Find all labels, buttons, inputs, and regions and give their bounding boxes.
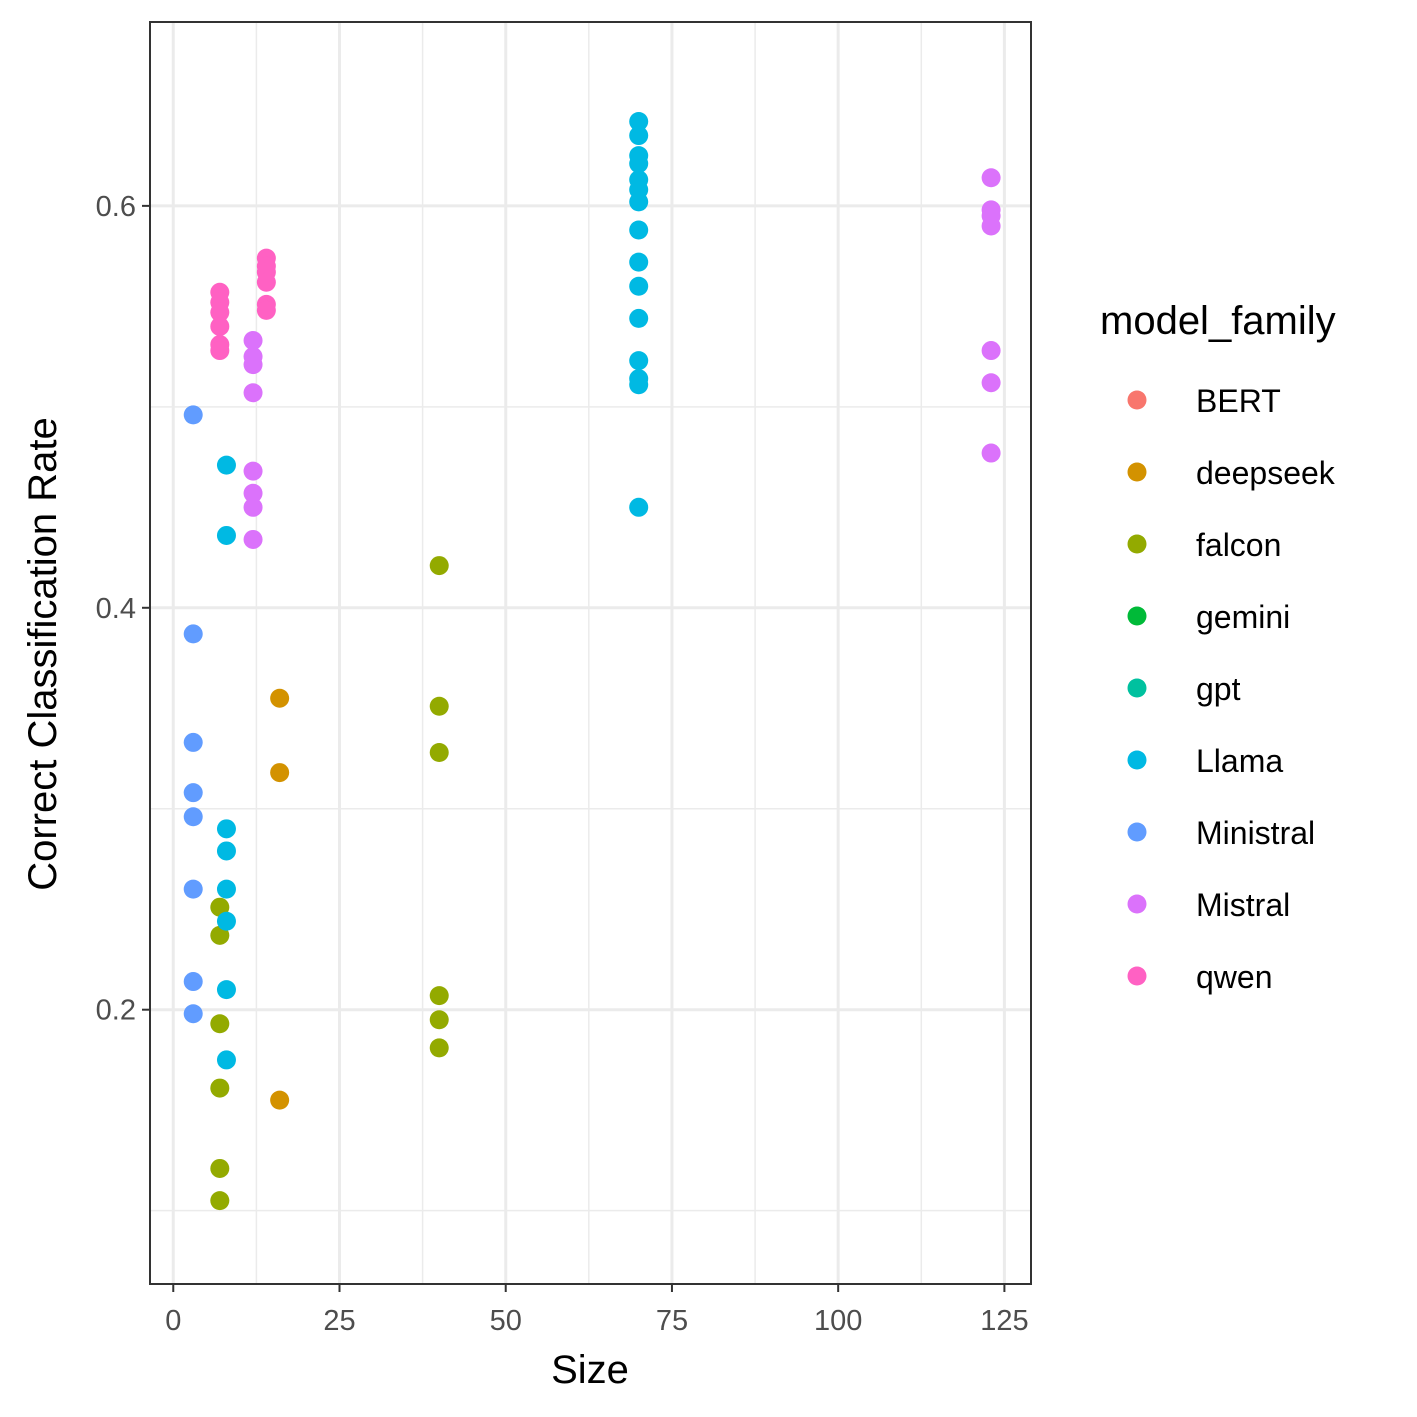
grid-major: [150, 22, 1031, 1284]
data-point-mistral: [243, 529, 263, 549]
data-point-mistral: [981, 168, 1001, 188]
data-point-ministral: [183, 879, 203, 899]
data-point-mistral: [243, 461, 263, 481]
legend-key-qwen: [1127, 966, 1147, 986]
data-point-ministral: [183, 405, 203, 425]
data-point-ministral: [183, 783, 203, 803]
legend-label-gemini: gemini: [1196, 599, 1290, 635]
data-point-falcon: [210, 1158, 230, 1178]
legend-key-llama: [1127, 750, 1147, 770]
data-point-llama: [216, 455, 236, 475]
data-point-llama: [629, 308, 649, 328]
y-axis-ticks: 0.2 0.4 0.6: [96, 191, 150, 1027]
data-point-llama: [629, 220, 649, 240]
data-point-ministral: [183, 972, 203, 992]
legend-label-qwen: qwen: [1196, 959, 1273, 995]
legend-label-gpt: gpt: [1196, 671, 1241, 707]
data-point-falcon: [429, 556, 449, 576]
grid-minor: [150, 22, 1031, 1284]
data-point-mistral: [981, 443, 1001, 463]
legend-key-gemini: [1127, 606, 1147, 626]
legend-label-bert: BERT: [1196, 383, 1281, 419]
y-tick-label: 0.4: [96, 593, 136, 625]
data-point-llama: [629, 351, 649, 371]
legend-key-falcon: [1127, 534, 1147, 554]
data-point-ministral: [183, 732, 203, 752]
x-tick-label: 100: [814, 1305, 862, 1337]
data-point-ministral: [183, 807, 203, 827]
data-point-falcon: [429, 696, 449, 716]
data-point-llama: [629, 154, 649, 174]
legend-label-mistral: Mistral: [1196, 887, 1290, 923]
data-point-qwen: [256, 272, 276, 292]
legend-label-deepseek: deepseek: [1196, 455, 1336, 491]
legend-key-ministral: [1127, 822, 1147, 842]
data-point-qwen: [256, 300, 276, 320]
data-point-llama: [216, 980, 236, 1000]
y-tick-label: 0.6: [96, 191, 136, 223]
data-point-falcon: [210, 1014, 230, 1034]
data-point-llama: [216, 841, 236, 861]
data-point-qwen: [210, 341, 230, 361]
data-point-mistral: [243, 483, 263, 503]
legend-label-llama: Llama: [1196, 743, 1283, 779]
data-point-ministral: [183, 624, 203, 644]
data-point-falcon: [429, 1038, 449, 1058]
x-axis-title: Size: [551, 1348, 629, 1392]
legend-entries: BERT deepseek falcon gemini gpt Llama Ministra…: [1127, 383, 1336, 995]
data-point-llama: [629, 252, 649, 272]
data-point-llama: [216, 879, 236, 899]
x-tick-label: 50: [490, 1305, 522, 1337]
data-point-llama: [216, 525, 236, 545]
data-point-mistral: [243, 355, 263, 375]
data-point-qwen: [210, 316, 230, 336]
data-point-mistral: [981, 216, 1001, 236]
legend-key-deepseek: [1127, 462, 1147, 482]
data-points: [183, 111, 1001, 1211]
x-tick-label: 0: [165, 1305, 181, 1337]
data-point-mistral: [243, 383, 263, 403]
data-point-mistral: [243, 497, 263, 517]
data-point-llama: [216, 911, 236, 931]
data-point-llama: [629, 497, 649, 517]
data-point-deepseek: [270, 688, 290, 708]
data-point-falcon: [210, 1191, 230, 1211]
legend-key-mistral: [1127, 894, 1147, 914]
data-point-llama: [629, 126, 649, 146]
legend-key-bert: [1127, 390, 1147, 410]
data-point-llama: [629, 375, 649, 395]
legend-label-falcon: falcon: [1196, 527, 1281, 563]
data-point-mistral: [243, 331, 263, 351]
data-point-falcon: [210, 925, 230, 945]
data-point-falcon: [210, 897, 230, 917]
data-point-qwen: [210, 302, 230, 322]
legend-title: model_family: [1100, 299, 1336, 343]
data-point-llama: [216, 1050, 236, 1070]
legend-label-ministral: Ministral: [1196, 815, 1315, 851]
data-point-mistral: [981, 373, 1001, 393]
data-point-llama: [629, 111, 649, 131]
data-point-deepseek: [270, 1090, 290, 1110]
data-point-falcon: [210, 1078, 230, 1098]
data-point-ministral: [183, 1004, 203, 1024]
data-point-falcon: [429, 742, 449, 762]
y-tick-label: 0.2: [96, 995, 136, 1027]
data-point-falcon: [429, 1010, 449, 1030]
x-tick-label: 75: [656, 1305, 688, 1337]
x-tick-label: 25: [323, 1305, 355, 1337]
x-axis-ticks: 0 25 50 75 100 125: [165, 1284, 1029, 1337]
data-point-deepseek: [270, 763, 290, 783]
data-point-mistral: [981, 341, 1001, 361]
data-point-falcon: [429, 986, 449, 1006]
data-point-llama: [216, 819, 236, 839]
data-point-llama: [629, 192, 649, 212]
panel-border: [149, 21, 1032, 1285]
data-point-llama: [629, 276, 649, 296]
legend-key-gpt: [1127, 678, 1147, 698]
y-axis-title: Correct Classification Rate: [21, 417, 65, 891]
x-tick-label: 125: [980, 1305, 1028, 1337]
legend: model_family BERT deepseek falcon gemini gpt…: [1100, 299, 1336, 995]
